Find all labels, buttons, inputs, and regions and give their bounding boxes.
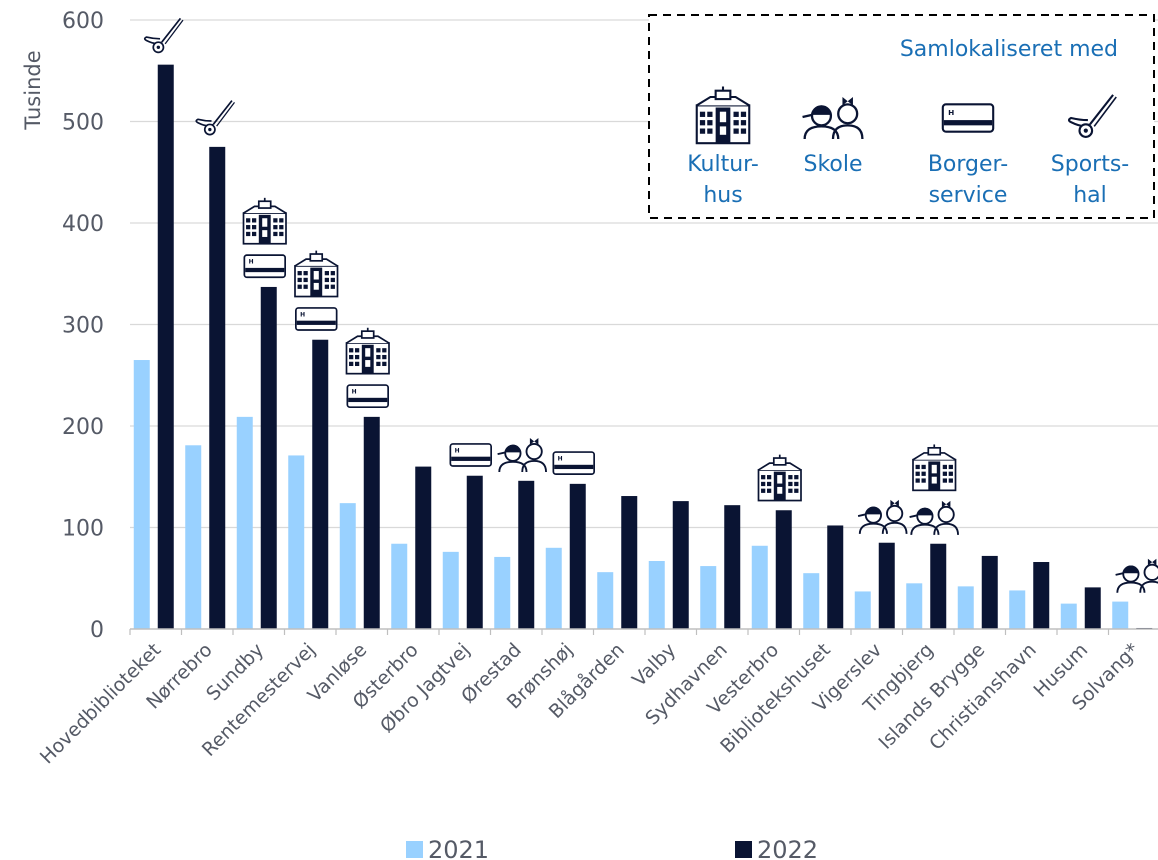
bar-2021-4 bbox=[339, 503, 356, 629]
bar-2021-11 bbox=[700, 566, 717, 629]
school-icon bbox=[1114, 557, 1158, 594]
annotation-item-label: Sports- bbox=[1051, 152, 1129, 177]
bar-2021-15 bbox=[906, 583, 923, 629]
bars bbox=[133, 64, 1153, 629]
y-tick-label: 500 bbox=[62, 111, 104, 136]
culture-house-icon bbox=[345, 326, 390, 375]
annotation-item-label: service bbox=[929, 183, 1008, 208]
citizen-service-icon bbox=[449, 443, 492, 467]
bar-2022-6 bbox=[466, 475, 483, 629]
legend: 2021 2022 bbox=[406, 836, 818, 860]
bar-2022-11 bbox=[724, 505, 741, 629]
bar-2021-9 bbox=[597, 572, 614, 629]
bar-2021-12 bbox=[751, 545, 768, 629]
bar-2021-5 bbox=[391, 543, 408, 629]
sports-icon bbox=[143, 17, 184, 54]
bar-2021-2 bbox=[236, 416, 253, 629]
bar-2021-0 bbox=[133, 360, 150, 629]
bar-2022-0 bbox=[157, 64, 174, 629]
bar-2022-3 bbox=[312, 339, 329, 629]
bar-2022-17 bbox=[1033, 562, 1050, 629]
annotation-box: Samlokaliseret med Kultur-hus Skole Borger… bbox=[648, 14, 1155, 219]
legend-swatch-2022 bbox=[735, 841, 752, 858]
bar-2022-2 bbox=[260, 286, 277, 629]
citizen-service-icon bbox=[295, 307, 338, 331]
bar-2022-14 bbox=[878, 542, 895, 629]
legend-label-2022: 2022 bbox=[757, 836, 818, 860]
annotation-item-label: Kultur- bbox=[687, 152, 759, 177]
bar-2021-17 bbox=[1009, 590, 1026, 629]
citizen-service-icon bbox=[941, 103, 995, 133]
culture-house-icon bbox=[242, 196, 287, 245]
annotation-item-label: Borger- bbox=[928, 152, 1008, 177]
legend-label-2021: 2021 bbox=[428, 836, 489, 860]
bar-2021-3 bbox=[288, 455, 305, 629]
bar-2022-8 bbox=[569, 483, 586, 629]
bar-2022-1 bbox=[209, 146, 226, 629]
bar-2021-6 bbox=[442, 551, 459, 629]
bar-2021-7 bbox=[494, 556, 511, 629]
bar-2021-19 bbox=[1112, 601, 1129, 629]
bar-2022-4 bbox=[363, 416, 380, 629]
citizen-service-icon bbox=[346, 384, 389, 409]
annotation-item-label: hal bbox=[1073, 183, 1107, 208]
bar-2021-8 bbox=[545, 547, 562, 629]
bar-2021-14 bbox=[854, 591, 871, 629]
bar-2022-7 bbox=[518, 480, 535, 629]
bar-2021-18 bbox=[1060, 603, 1077, 629]
bar-2022-16 bbox=[981, 555, 998, 629]
bar-2022-13 bbox=[827, 525, 844, 629]
y-axis-ticks: 0 100 200 300 400 500 600 bbox=[62, 9, 104, 643]
bar-2022-5 bbox=[415, 466, 432, 629]
citizen-service-icon bbox=[243, 254, 286, 279]
bar-2022-10 bbox=[672, 501, 689, 629]
annotation-item-label: Skole bbox=[803, 152, 862, 177]
bar-2021-1 bbox=[185, 445, 202, 629]
annotation-item-label: hus bbox=[703, 183, 742, 208]
y-tick-label: 300 bbox=[62, 314, 104, 339]
bar-2022-12 bbox=[775, 510, 792, 629]
annotation-box-title: Samlokaliseret med bbox=[900, 37, 1118, 62]
sports-icon bbox=[195, 99, 236, 136]
y-tick-label: 600 bbox=[62, 9, 104, 34]
y-tick-label: 400 bbox=[62, 212, 104, 237]
citizen-service-icon bbox=[552, 451, 596, 476]
legend-swatch-2021 bbox=[406, 841, 423, 858]
y-tick-label: 0 bbox=[90, 618, 104, 643]
y-tick-label: 100 bbox=[62, 517, 104, 542]
bar-2021-16 bbox=[957, 586, 974, 629]
bar-2021-10 bbox=[648, 560, 665, 629]
school-icon bbox=[496, 437, 547, 473]
bar-2022-15 bbox=[930, 543, 947, 629]
bar-2022-9 bbox=[621, 496, 638, 629]
x-tick-label: Øbro Jagtvej bbox=[376, 639, 474, 737]
y-axis-label: Tusinde bbox=[21, 50, 45, 130]
school-icon bbox=[908, 499, 959, 536]
culture-house-icon bbox=[757, 453, 802, 502]
school-icon bbox=[857, 498, 908, 535]
culture-house-icon bbox=[912, 443, 957, 492]
x-axis-ticks: HovedbiblioteketNørrebroSundbyRentemeste… bbox=[36, 629, 1144, 768]
y-tick-label: 200 bbox=[62, 415, 104, 440]
culture-house-icon bbox=[294, 249, 339, 298]
bar-2021-13 bbox=[803, 573, 820, 629]
x-tick-label: Hovedbiblioteket bbox=[36, 639, 165, 768]
bar-2022-18 bbox=[1084, 587, 1101, 629]
